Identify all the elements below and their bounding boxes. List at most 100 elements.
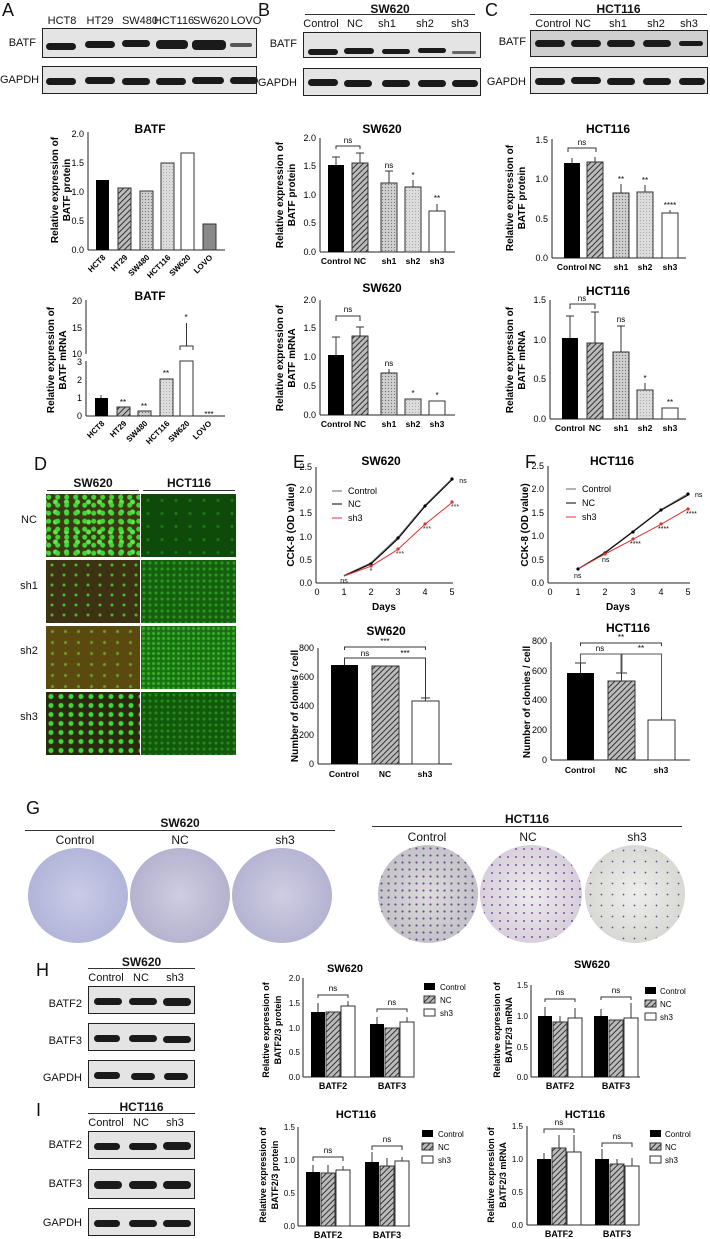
dish-label: Control [55,833,95,847]
row-label: GAPDH [42,1217,82,1229]
blot-header: HCT116 [119,1100,164,1114]
gapdh-blot-strip [42,66,258,94]
svg-text:ns: ns [613,1132,621,1141]
svg-text:sh3: sh3 [654,765,669,775]
image-sw620-sh3 [46,692,140,755]
svg-text:BATF2: BATF2 [546,1081,574,1091]
svg-text:2.0: 2.0 [299,485,312,495]
lane-label: sh2 [416,18,434,30]
svg-text:ns: ns [344,136,352,145]
svg-text:2.0: 2.0 [289,974,301,983]
svg-text:1: 1 [77,393,82,403]
svg-text:NC: NC [348,499,361,509]
svg-text:2: 2 [77,375,82,385]
row-label: GAPDH [0,74,40,86]
svg-text:BATF mRNA: BATF mRNA [287,328,298,387]
row-label: BATF [8,37,36,49]
svg-text:Control: Control [321,256,351,266]
lane-label: sh2 [647,18,665,30]
svg-text:BATF3: BATF3 [602,1081,630,1091]
svg-text:1.5: 1.5 [533,295,546,305]
svg-text:Control: Control [665,1130,691,1139]
svg-text:HCT116: HCT116 [590,454,634,468]
svg-text:*: * [411,389,414,398]
row-label: BATF2 [48,998,82,1010]
svg-text:BATF2/3 mRNA: BATF2/3 mRNA [504,997,514,1063]
lane-label: Control [303,18,339,30]
svg-text:Days: Days [606,602,630,613]
svg-text:1: 1 [575,587,580,597]
svg-text:0.5: 0.5 [303,218,316,228]
blot-header: SW620 [121,955,162,969]
dish-hct116-sh3 [585,845,685,943]
image-sw620-sh1 [46,560,140,623]
svg-text:BATF mRNA: BATF mRNA [517,330,528,389]
svg-text:Relative expression of: Relative expression of [275,304,286,411]
svg-text:1.0: 1.0 [517,1012,529,1021]
svg-text:sh3: sh3 [438,1156,451,1165]
lane-label: NC [347,18,363,30]
svg-text:HCT116: HCT116 [336,1109,376,1121]
svg-text:ns: ns [574,573,582,580]
gapdh-blot-strip [303,68,481,96]
lane-label: HCT116 [153,15,195,27]
svg-text:Relative expression of: Relative expression of [261,981,271,1078]
row-label: BATF [269,38,297,50]
svg-text:4: 4 [422,587,427,597]
svg-text:ns: ns [324,1146,332,1155]
dish-label: NC [171,833,189,847]
svg-text:CCK-8 (OD value): CCK-8 (OD value) [286,483,297,566]
svg-text:SW620: SW620 [362,122,402,136]
svg-text:Control: Control [440,983,466,992]
chart-i-protein: HCT116 0.0 0.5 1.0 1.5 Relative expression … [258,1109,464,1239]
svg-text:0: 0 [77,411,82,421]
svg-text:sh1: sh1 [614,262,629,272]
dish-label: sh3 [627,830,647,844]
svg-text:0.0: 0.0 [289,1073,301,1082]
svg-text:ns: ns [385,161,393,170]
svg-text:**: ** [638,644,644,653]
svg-text:*: * [370,568,373,575]
svg-text:1.5: 1.5 [284,1123,296,1132]
svg-text:sh3: sh3 [665,1156,678,1165]
svg-text:ns: ns [555,1118,563,1127]
svg-text:200: 200 [532,725,547,735]
svg-text:0.0: 0.0 [284,1222,296,1231]
svg-text:**: ** [141,402,147,411]
svg-text:1.5: 1.5 [512,1122,524,1131]
svg-text:ns: ns [602,557,610,564]
panel-label-e: E [293,452,306,472]
gapdh-blot-strip [530,67,708,94]
svg-text:Relative expression of: Relative expression of [505,306,516,413]
chart-f-clones: HCT116 0 200 400 600 800 Number of clonies /… [522,621,690,775]
svg-text:0.0: 0.0 [71,245,84,255]
lane-label: LOVO [230,15,262,27]
svg-text:sh3: sh3 [660,1013,673,1022]
svg-text:HCT8: HCT8 [85,419,107,441]
row-label: BATF [498,36,526,48]
svg-text:***: *** [400,649,409,658]
svg-text:200: 200 [299,730,314,740]
svg-text:600: 600 [299,672,314,682]
svg-text:BATF2/3 protein: BATF2/3 protein [273,996,283,1065]
dish-sw620-nc [130,848,230,943]
svg-text:ns: ns [612,986,620,995]
svg-text:5: 5 [685,587,690,597]
svg-text:BATF: BATF [134,289,165,303]
svg-text:Control: Control [329,769,359,779]
svg-text:Control: Control [557,262,587,272]
svg-text:800: 800 [299,643,314,653]
svg-text:0.5: 0.5 [533,374,546,384]
batf3-blot-strip [88,1169,195,1199]
svg-text:HCT116: HCT116 [565,1109,605,1121]
chart-e-clones: SW620 0 200 400 600 800 Number of clonies / … [290,624,452,779]
group-header: HCT116 [504,812,550,826]
svg-text:sh3: sh3 [582,512,597,522]
svg-text:HCT116: HCT116 [144,419,172,447]
svg-text:Control: Control [555,423,585,433]
svg-text:*: * [184,313,187,322]
svg-text:0.0: 0.0 [531,578,544,588]
svg-text:0.5: 0.5 [299,555,312,565]
svg-text:*: * [411,171,414,180]
